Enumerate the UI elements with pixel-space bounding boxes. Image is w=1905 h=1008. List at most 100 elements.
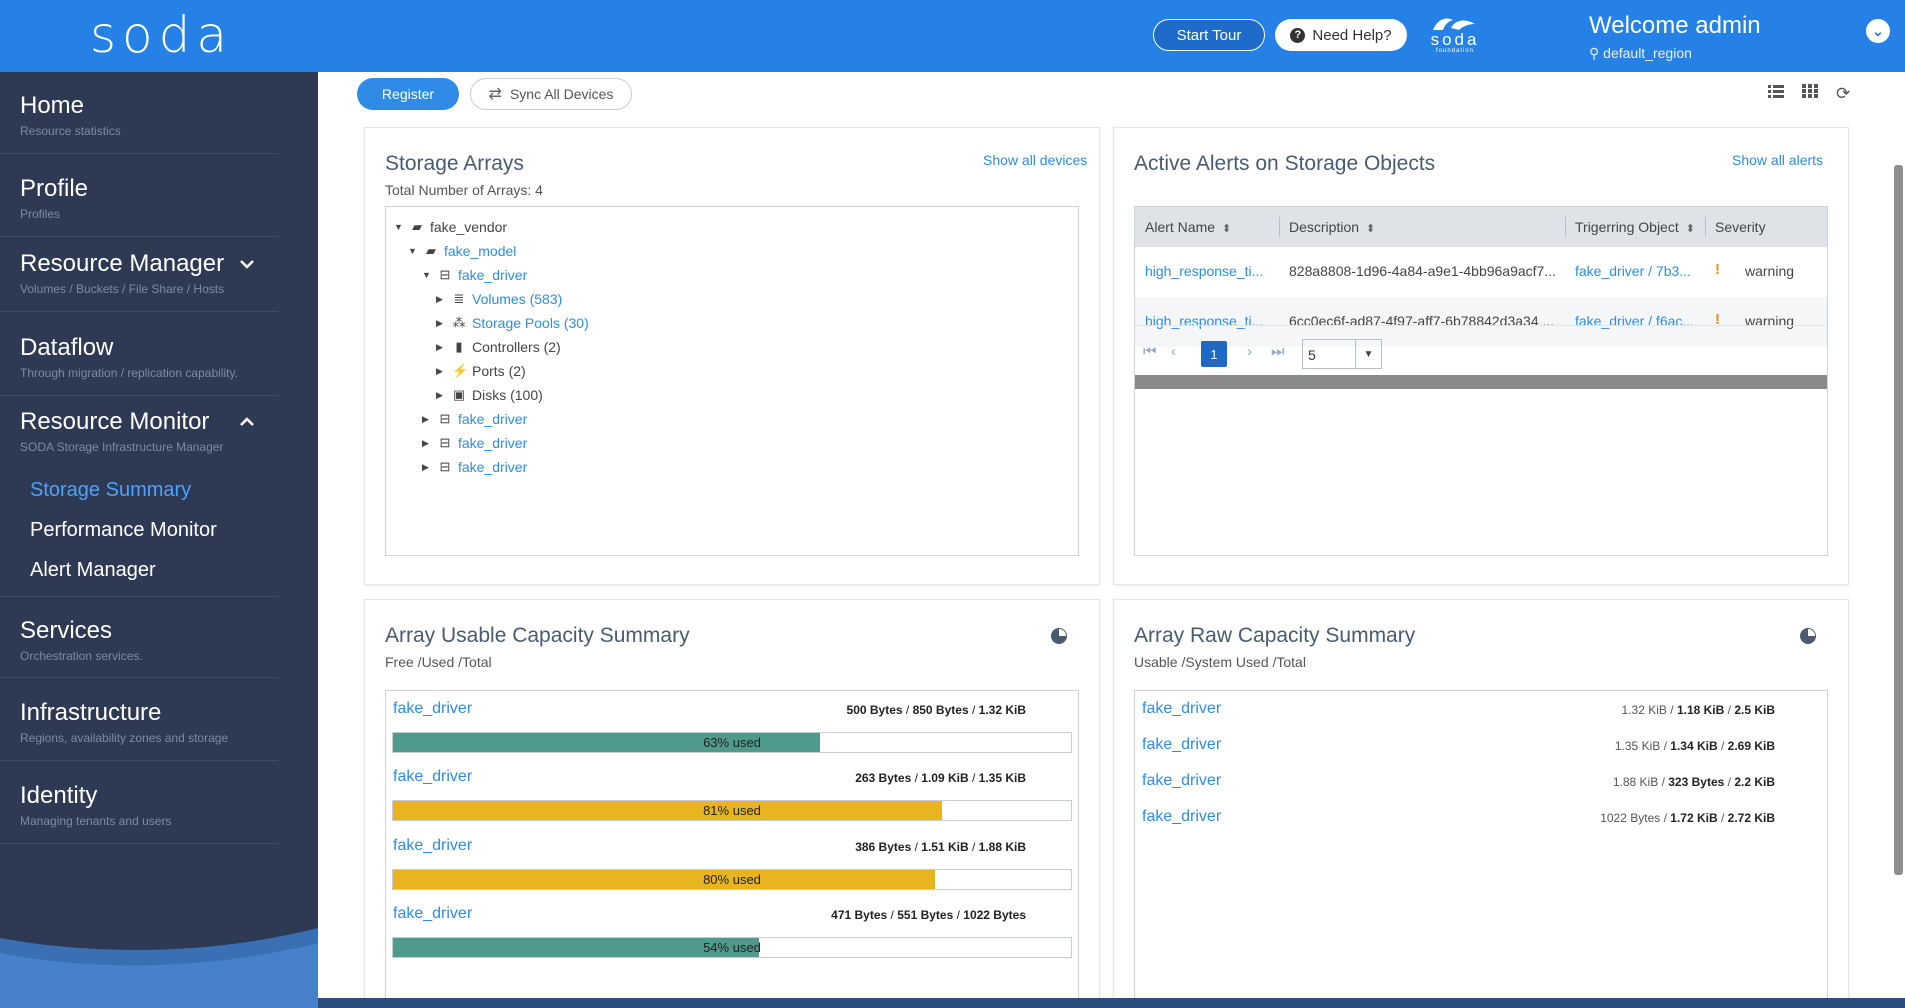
- capacity-bar-label: 63% used: [703, 735, 761, 750]
- pie-chart-icon[interactable]: [1800, 628, 1816, 644]
- last-page-icon[interactable]: ⏭: [1271, 343, 1285, 360]
- nav-identity[interactable]: Identity Managing tenants and users: [0, 762, 278, 844]
- capacity-array-name[interactable]: fake_driver: [393, 768, 473, 785]
- first-page-icon[interactable]: ⏮: [1143, 343, 1157, 360]
- tree-node-driver-2[interactable]: ▶ ⊟ fake_driver: [422, 411, 527, 427]
- prev-page-icon[interactable]: ‹: [1171, 343, 1176, 360]
- dropdown-caret-icon[interactable]: ▼: [1355, 340, 1381, 368]
- expand-right-icon[interactable]: ▶: [436, 317, 443, 328]
- tree-node-ports[interactable]: ▶ ⚡ Ports (2): [436, 363, 526, 379]
- nav-profile[interactable]: Profile Profiles: [0, 155, 278, 237]
- col-triggering-object[interactable]: Trigerring Object ⬍: [1575, 219, 1695, 235]
- nav-dataflow[interactable]: Dataflow Through migration / replication…: [0, 314, 278, 396]
- tree-node-driver-3[interactable]: ▶ ⊟ fake_driver: [422, 435, 527, 451]
- table-row[interactable]: high_response_ti... 828a8808-1d96-4a84-a…: [1135, 247, 1827, 297]
- show-all-devices-link[interactable]: Show all devices: [983, 152, 1088, 168]
- raw-usable-value: 1022 Bytes: [1600, 811, 1661, 825]
- refresh-icon[interactable]: ⟳: [1836, 84, 1851, 103]
- nav-home[interactable]: Home Resource statistics: [0, 72, 278, 154]
- tree-node-driver-4[interactable]: ▶ ⊟ fake_driver: [422, 459, 527, 475]
- tree-node-storage-pools[interactable]: ▶ ⁂ Storage Pools (30): [436, 315, 589, 331]
- sync-all-devices-button[interactable]: ⇄ Sync All Devices: [470, 78, 632, 110]
- tree-node-volumes[interactable]: ▶ ≣ Volumes (583): [436, 291, 562, 307]
- sort-icon[interactable]: ⬍: [1222, 223, 1232, 235]
- expand-right-icon[interactable]: ▶: [436, 365, 443, 376]
- nav-infrastructure[interactable]: Infrastructure Regions, availability zon…: [0, 679, 278, 761]
- raw-values: 1.35 KiB / 1.34 KiB / 2.69 KiB: [1614, 739, 1775, 753]
- soda-logo[interactable]: soda: [90, 6, 234, 64]
- sort-icon[interactable]: ⬍: [1685, 223, 1695, 235]
- storage-arrays-title: Storage Arrays: [385, 152, 524, 175]
- capacity-array-name[interactable]: fake_driver: [393, 905, 473, 922]
- chevron-up-icon[interactable]: [240, 414, 254, 432]
- raw-capacity-subtitle: Usable /System Used /Total: [1134, 654, 1306, 670]
- nav-performance-monitor[interactable]: Performance Monitor: [30, 519, 217, 541]
- nav-alert-manager[interactable]: Alert Manager: [30, 559, 156, 581]
- sync-label: Sync All Devices: [509, 86, 614, 102]
- col-alert-name[interactable]: Alert Name ⬍: [1145, 219, 1231, 235]
- nav-home-title: Home: [20, 92, 85, 119]
- free-value: 263 Bytes: [855, 771, 912, 785]
- tree-node-vendor[interactable]: ▼ ▰ fake_vendor: [394, 219, 507, 235]
- raw-total-value: 2.5 KiB: [1734, 703, 1775, 717]
- tree-ports-label: Ports (2): [472, 363, 526, 379]
- expand-right-icon[interactable]: ▶: [436, 293, 443, 304]
- tree-node-driver[interactable]: ▼ ⊟ fake_driver: [422, 267, 527, 283]
- tree-node-disks[interactable]: ▶ ▣ Disks (100): [436, 387, 543, 403]
- expand-right-icon[interactable]: ▶: [436, 341, 443, 352]
- plug-icon: ⚡: [452, 363, 469, 378]
- tree-node-model[interactable]: ▼ ▰ fake_model: [408, 243, 516, 259]
- nav-resource-manager[interactable]: Resource Manager Volumes / Buckets / Fil…: [0, 230, 278, 312]
- expand-right-icon[interactable]: ▶: [422, 437, 429, 448]
- raw-array-name[interactable]: fake_driver: [1142, 772, 1222, 789]
- chevron-down-icon[interactable]: [240, 256, 254, 274]
- expand-down-icon[interactable]: ▼: [408, 246, 417, 256]
- capacity-array-name[interactable]: fake_driver: [393, 700, 473, 717]
- col-description[interactable]: Description ⬍: [1289, 219, 1375, 235]
- horizontal-scrollbar[interactable]: [1135, 375, 1827, 389]
- list-view-icon[interactable]: [1768, 84, 1784, 103]
- folder-open-icon: ▰: [412, 219, 422, 234]
- page-size-select[interactable]: 5 ▼: [1302, 339, 1382, 369]
- user-menu-chevron-icon[interactable]: ⌄: [1866, 19, 1890, 43]
- grid-view-icon[interactable]: [1802, 84, 1818, 103]
- tree-node-controllers[interactable]: ▶ ▮ Controllers (2): [436, 339, 561, 355]
- raw-usable-value: 1.88 KiB: [1612, 775, 1659, 789]
- raw-array-name[interactable]: fake_driver: [1142, 736, 1222, 753]
- alert-name-cell[interactable]: high_response_ti...: [1145, 263, 1264, 279]
- location-pin-icon: ⚲: [1589, 45, 1604, 61]
- nav-services[interactable]: Services Orchestration services.: [0, 596, 278, 678]
- capacity-array-name[interactable]: fake_driver: [393, 837, 473, 854]
- pie-chart-icon[interactable]: [1051, 628, 1067, 644]
- sidebar-wave: [0, 928, 318, 1008]
- capacity-values: 263 Bytes / 1.09 KiB / 1.35 KiB: [855, 771, 1026, 785]
- col-severity[interactable]: Severity: [1715, 219, 1766, 235]
- usable-capacity-card: Array Usable Capacity Summary Free /Used…: [364, 599, 1100, 1008]
- page-scrollbar[interactable]: [1894, 165, 1903, 875]
- expand-right-icon[interactable]: ▶: [422, 461, 429, 472]
- page-number-button[interactable]: 1: [1201, 341, 1227, 367]
- nav-resource-monitor[interactable]: Resource Monitor SODA Storage Infrastruc…: [0, 388, 278, 470]
- storage-tree: ▼ ▰ fake_vendor ▼ ▰ fake_model ▼ ⊟ fake_…: [385, 206, 1079, 556]
- table-row[interactable]: high_response_ti... 6cc0ec6f-ad87-4f97-a…: [1135, 297, 1827, 347]
- nav-storage-summary[interactable]: Storage Summary: [30, 479, 192, 501]
- question-icon: ?: [1290, 27, 1306, 43]
- sort-icon[interactable]: ⬍: [1366, 223, 1376, 235]
- alert-object-cell[interactable]: fake_driver / 7b3...: [1575, 263, 1691, 279]
- raw-array-name[interactable]: fake_driver: [1142, 700, 1222, 717]
- register-button[interactable]: Register: [357, 78, 459, 110]
- need-help-button[interactable]: ? Need Help?: [1275, 19, 1407, 51]
- next-page-icon[interactable]: ›: [1247, 343, 1252, 360]
- expand-right-icon[interactable]: ▶: [422, 413, 429, 424]
- start-tour-button[interactable]: Start Tour: [1153, 19, 1265, 51]
- column-divider: [1279, 217, 1280, 237]
- show-all-alerts-link[interactable]: Show all alerts: [1732, 152, 1824, 168]
- raw-array-name[interactable]: fake_driver: [1142, 808, 1222, 825]
- expand-down-icon[interactable]: ▼: [394, 222, 403, 232]
- expand-right-icon[interactable]: ▶: [436, 389, 443, 400]
- nav-services-subtitle: Orchestration services.: [20, 649, 143, 663]
- folder-open-icon: ▰: [426, 243, 436, 258]
- database-icon: ≣: [453, 291, 465, 306]
- nav-identity-title: Identity: [20, 782, 98, 809]
- expand-down-icon[interactable]: ▼: [422, 270, 431, 280]
